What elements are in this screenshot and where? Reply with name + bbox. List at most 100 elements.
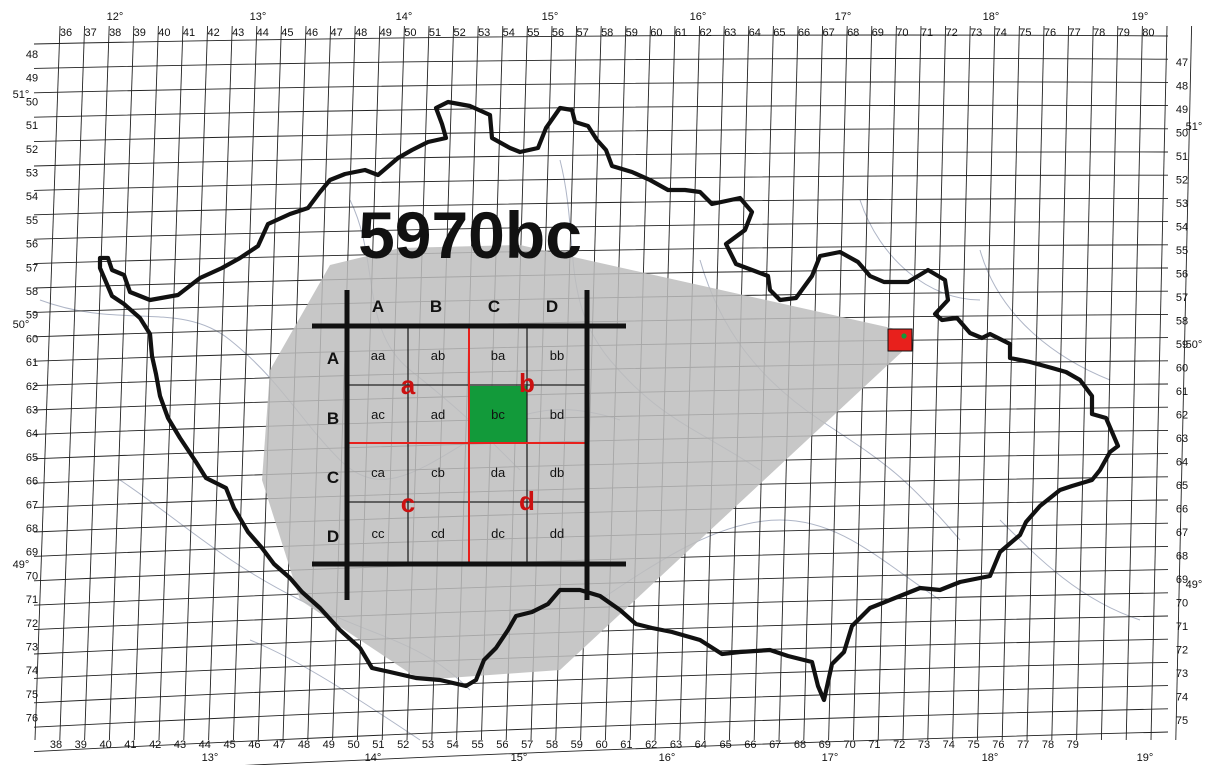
longitude-label: 19°: [1132, 11, 1149, 23]
quadrant-label: a: [401, 370, 416, 400]
grid-meridian-line: [903, 26, 921, 740]
grid-column-label: 60: [595, 739, 607, 751]
selected-subsquare-dot: [901, 333, 906, 338]
longitude-label: 13°: [202, 752, 219, 764]
grid-column-label: 76: [992, 739, 1004, 751]
grid-meridian-line: [928, 26, 946, 740]
grid-column-label: 59: [626, 27, 638, 39]
grid-column-label: 70: [896, 27, 908, 39]
latitude-label: 49°: [13, 559, 30, 571]
grid-column-label: 78: [1093, 27, 1105, 39]
grid-row-label: 63: [26, 405, 38, 417]
grid-row-label: 71: [26, 594, 38, 606]
grid-row-label: 55: [26, 215, 38, 227]
grid-column-label: 45: [223, 739, 235, 751]
grid-row-label: 71: [1176, 621, 1188, 633]
grid-row-label: 54: [1176, 222, 1188, 234]
grid-column-label: 65: [773, 27, 785, 39]
detail-cell-label: bc: [491, 407, 505, 422]
grid-meridian-line: [60, 26, 85, 740]
grid-row-label: 53: [26, 168, 38, 180]
grid-row-label: 53: [1176, 198, 1188, 210]
grid-row-label: 70: [1176, 598, 1188, 610]
grid-column-label: 54: [447, 739, 459, 751]
detail-cell-label: ca: [371, 465, 386, 480]
detail-row-header: C: [327, 468, 339, 487]
longitude-label: 17°: [822, 752, 839, 764]
detail-cell-label: cb: [431, 465, 445, 480]
map-title: 5970bc: [358, 198, 582, 272]
grid-column-label: 57: [576, 27, 588, 39]
grid-row-label: 72: [1176, 645, 1188, 657]
detail-cell-label: cc: [372, 526, 386, 541]
grid-meridian-line: [209, 26, 233, 740]
grid-meridian-line: [953, 26, 971, 740]
grid-meridian-line: [1027, 26, 1044, 740]
grid-parallel-line: [34, 245, 1168, 264]
grid-row-label: 67: [26, 499, 38, 511]
grid-column-label: 36: [60, 27, 72, 39]
grid-row-label: 65: [1176, 480, 1188, 492]
grid-column-label: 72: [893, 739, 905, 751]
grid-meridian-line: [184, 26, 208, 740]
grid-column-label: 43: [232, 27, 244, 39]
river-line: [860, 200, 980, 300]
grid-column-label: 42: [207, 27, 219, 39]
grid-column-label: 40: [99, 739, 111, 751]
grid-row-label: 58: [1176, 316, 1188, 328]
grid-column-label: 73: [970, 27, 982, 39]
grid-column-label: 76: [1044, 27, 1056, 39]
grid-column-label: 38: [109, 27, 121, 39]
grid-column-label: 40: [158, 27, 170, 39]
grid-meridian-line: [1126, 26, 1142, 740]
grid-column-label: 41: [183, 27, 195, 39]
grid-row-label: 64: [1176, 457, 1188, 469]
grid-column-label: 63: [670, 739, 682, 751]
grid-meridian-line: [977, 26, 994, 740]
grid-column-label: 68: [794, 739, 806, 751]
grid-column-label: 44: [257, 27, 269, 39]
longitude-label: 19°: [1137, 752, 1154, 764]
grid-row-label: 56: [26, 239, 38, 251]
longitude-label: 18°: [983, 11, 1000, 23]
grid-column-label: 55: [527, 27, 539, 39]
grid-column-label: 67: [822, 27, 834, 39]
grid-meridian-line: [159, 26, 183, 740]
grid-row-label: 57: [1176, 292, 1188, 304]
grid-column-label: 79: [1118, 27, 1130, 39]
grid-column-label: 66: [798, 27, 810, 39]
grid-row-label: 48: [26, 49, 38, 61]
grid-row-label: 49: [26, 73, 38, 85]
grid-column-label: 49: [323, 739, 335, 751]
grid-parallel-line: [34, 175, 1168, 190]
grid-row-label: 61: [1176, 386, 1188, 398]
grid-column-label: 73: [918, 739, 930, 751]
grid-row-label: 74: [26, 665, 38, 677]
grid-column-label: 56: [496, 739, 508, 751]
grid-column-label: 49: [380, 27, 392, 39]
grid-column-label: 67: [769, 739, 781, 751]
detail-cell-label: ab: [431, 348, 445, 363]
grid-column-label: 50: [404, 27, 416, 39]
grid-row-label: 73: [1176, 668, 1188, 680]
grid-column-label: 39: [134, 27, 146, 39]
grid-column-label: 44: [199, 739, 211, 751]
grid-column-label: 65: [719, 739, 731, 751]
quadrant-label: d: [519, 486, 535, 516]
grid-row-label: 75: [1176, 715, 1188, 727]
grid-row-label: 62: [1176, 410, 1188, 422]
grid-row-label: 61: [26, 357, 38, 369]
grid-meridian-line: [1077, 26, 1094, 740]
detail-cell-label: ba: [491, 348, 506, 363]
detail-cell-label: aa: [371, 348, 386, 363]
grid-column-label: 51: [429, 27, 441, 39]
grid-row-label: 49: [1176, 104, 1188, 116]
quadrant-label: b: [519, 368, 535, 398]
detail-cell-label: bb: [550, 348, 564, 363]
grid-column-label: 53: [422, 739, 434, 751]
detail-cell-label: dd: [550, 526, 564, 541]
grid-column-label: 61: [675, 27, 687, 39]
grid-column-label: 63: [724, 27, 736, 39]
longitude-label: 17°: [835, 11, 852, 23]
